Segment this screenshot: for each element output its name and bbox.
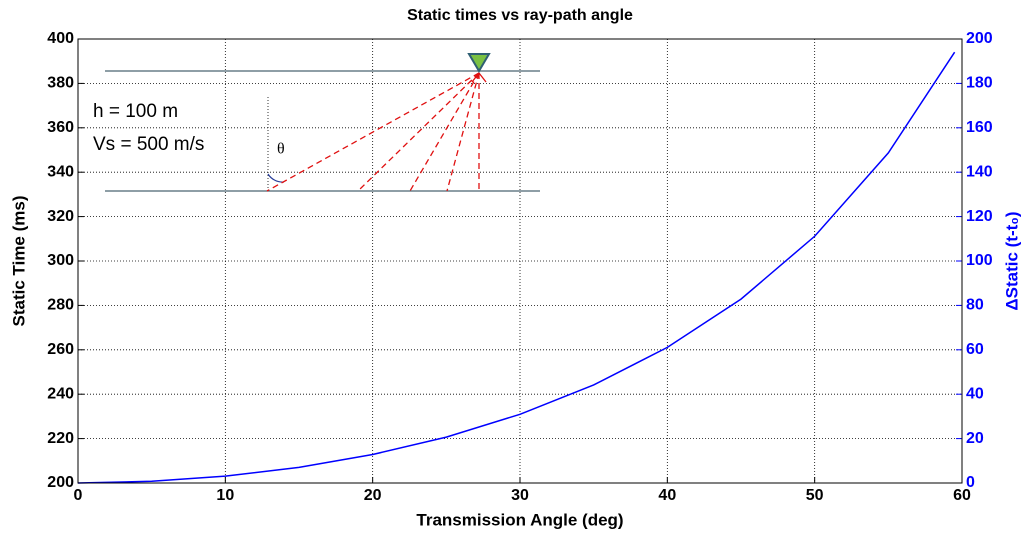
series-line bbox=[77, 51, 956, 484]
marks: 0 10 20 30 40 50 60200220240260280300320340360… bbox=[47, 30, 993, 504]
ray bbox=[446, 72, 480, 192]
y-tick-label: 200 bbox=[47, 474, 74, 491]
receiver bbox=[467, 53, 491, 73]
x-tick-label: 0 bbox=[74, 487, 83, 504]
plot-frame bbox=[77, 38, 963, 484]
annotation: Vs = 500 m/s bbox=[93, 134, 204, 155]
x-tick-label: 50 bbox=[806, 487, 824, 504]
ray bbox=[409, 72, 480, 192]
y2-tick-label: 180 bbox=[966, 75, 993, 92]
y2-tick-label: 100 bbox=[966, 252, 993, 269]
x-tick-label: 30 bbox=[511, 487, 529, 504]
x-tick-label: 40 bbox=[658, 487, 676, 504]
y2-tick-label: 40 bbox=[966, 385, 984, 402]
y2-tick-label: 200 bbox=[966, 30, 993, 47]
y2-tick-label: 20 bbox=[966, 430, 984, 447]
y2-tick-label: 60 bbox=[966, 341, 984, 358]
annotation: h = 100 m bbox=[93, 101, 178, 122]
y2-axis-label: ΔStatic (t-t₀) bbox=[1002, 211, 1021, 310]
inset-diagram: h = 100 m Vs = 500 m/s θ bbox=[93, 53, 540, 192]
y2-tick-label: 120 bbox=[966, 208, 993, 225]
y2-tick-label: 160 bbox=[966, 119, 993, 136]
y-tick-label: 260 bbox=[47, 341, 74, 358]
chart-title: Static times vs ray-path angle bbox=[407, 7, 633, 24]
y-tick-label: 340 bbox=[47, 163, 74, 180]
y-tick-label: 220 bbox=[47, 430, 74, 447]
x-tick-label: 20 bbox=[364, 487, 382, 504]
annotation: θ bbox=[277, 141, 285, 158]
ray bbox=[266, 72, 480, 192]
y2-tick-label: 140 bbox=[966, 163, 993, 180]
y-tick-label: 380 bbox=[47, 75, 74, 92]
y-tick-label: 240 bbox=[47, 385, 74, 402]
y-tick-label: 400 bbox=[47, 30, 74, 47]
y2-tick-label: 80 bbox=[966, 297, 984, 314]
y-tick-label: 360 bbox=[47, 119, 74, 136]
ray-arrow bbox=[471, 71, 487, 83]
y-tick-label: 320 bbox=[47, 208, 74, 225]
y-axis-label: Static Time (ms) bbox=[9, 195, 28, 326]
ray bbox=[357, 72, 480, 192]
y-tick-label: 280 bbox=[47, 297, 74, 314]
y2-tick-label: 0 bbox=[966, 474, 975, 491]
x-tick-label: 10 bbox=[216, 487, 234, 504]
y-tick-label: 300 bbox=[47, 252, 74, 269]
rays bbox=[266, 72, 480, 192]
x-tick-label: 60 bbox=[953, 487, 971, 504]
x-axis-label: Transmission Angle (deg) bbox=[416, 510, 623, 529]
